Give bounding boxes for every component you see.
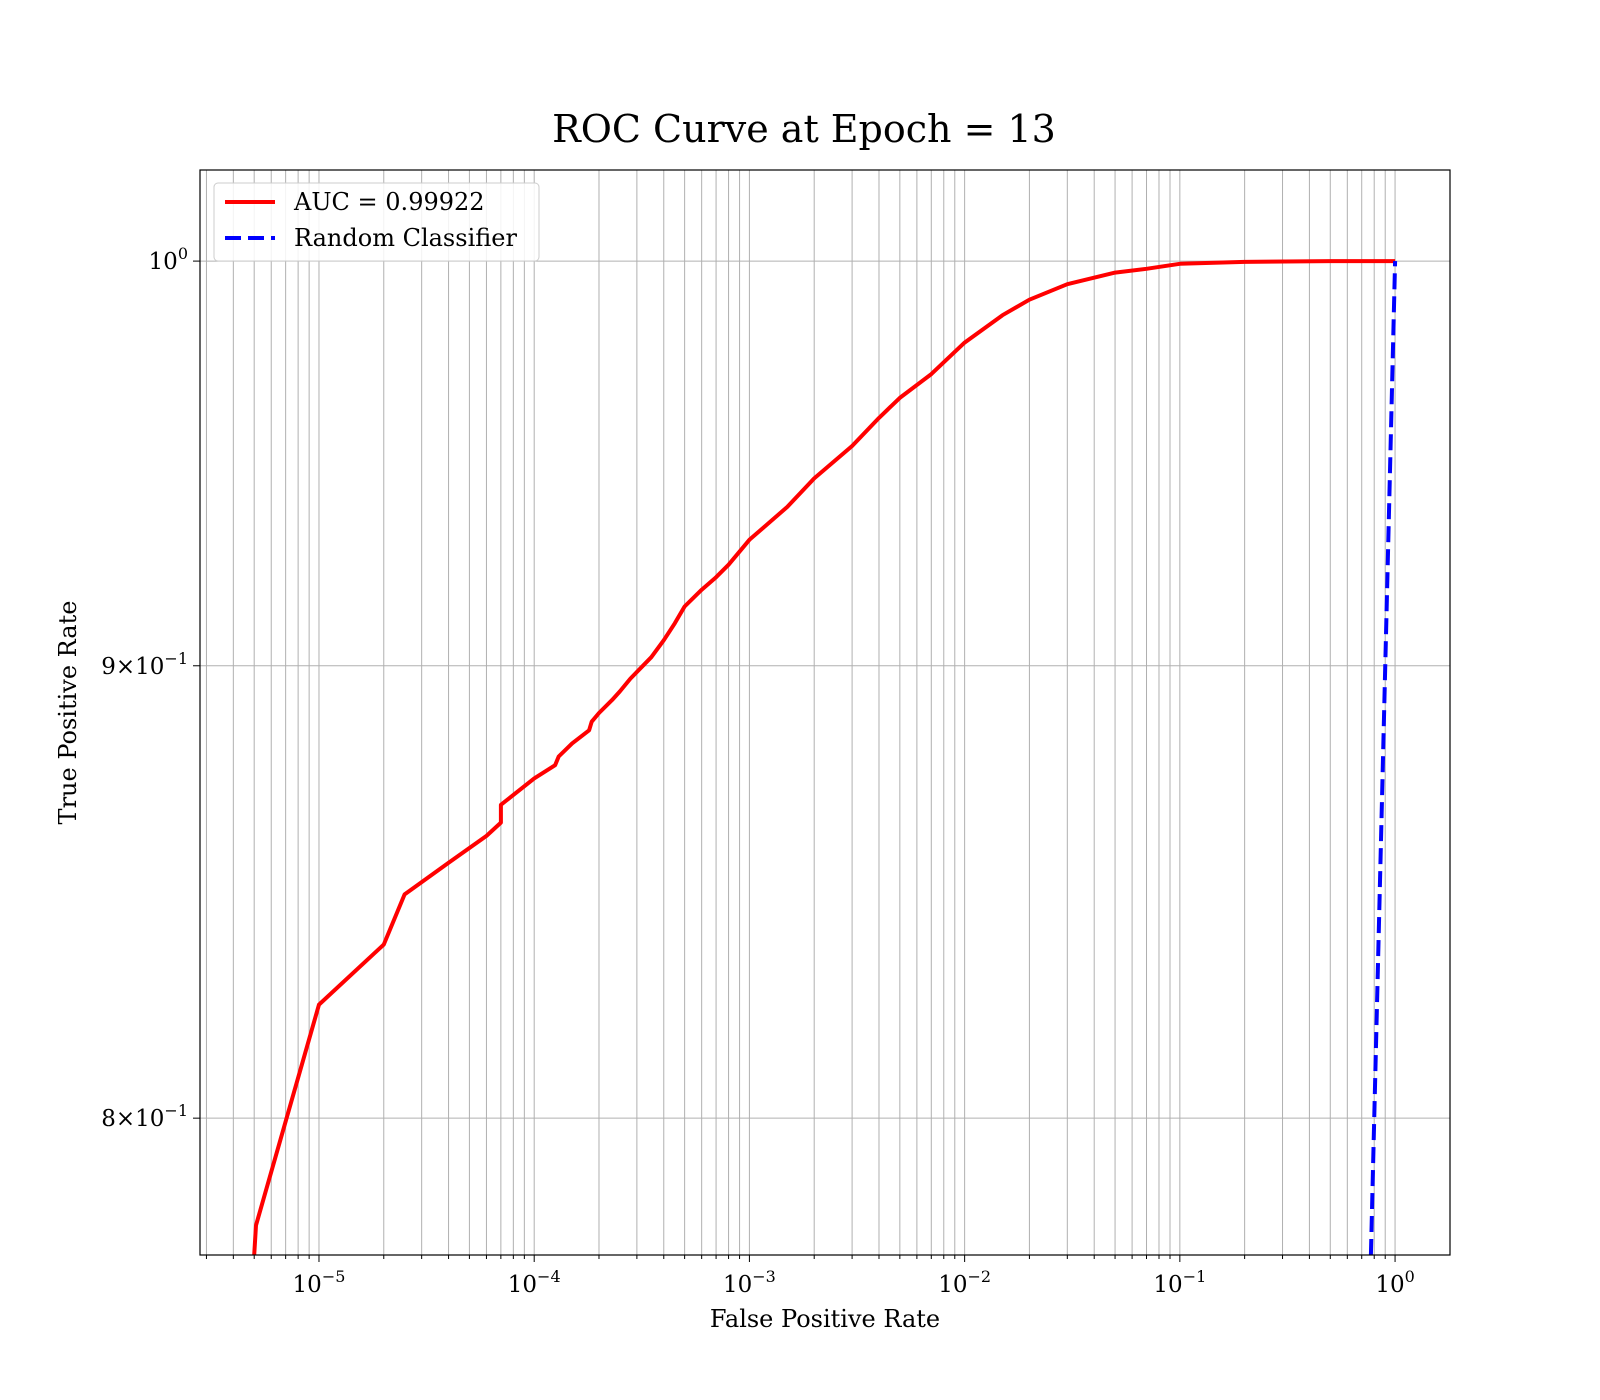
roc-curve-line	[252, 259, 1396, 1256]
x-tick-label: 10−4	[508, 1267, 561, 1298]
chart-title: ROC Curve at Epoch = 13	[552, 107, 1056, 151]
y-tick-label: 9×10−1	[101, 649, 188, 680]
x-axis-title: False Positive Rate	[710, 1305, 940, 1333]
legend-box	[213, 182, 540, 262]
series-layer	[252, 259, 1398, 1256]
x-tick-label: 10−3	[723, 1267, 776, 1298]
x-tick-label: 10−5	[293, 1267, 346, 1298]
x-tick-label: 100	[1375, 1267, 1414, 1298]
x-tick-label: 10−2	[938, 1267, 991, 1298]
legend-label-auc: AUC = 0.99922	[293, 188, 485, 216]
tick-layer: 10−5 10−4 10−3 10−2 10−1 100 100 9×10−1 8×10−1	[101, 244, 1415, 1298]
x-tick-label: 10−1	[1153, 1267, 1206, 1298]
random-classifier-line	[1368, 261, 1398, 1256]
legend-label-random-classifier: Random Classifier	[294, 224, 517, 252]
y-tick-label: 8×10−1	[101, 1101, 188, 1132]
y-axis-title: True Positive Rate	[54, 601, 82, 825]
y-tick-label: 100	[149, 244, 188, 275]
axes-frame	[199, 169, 1451, 1256]
grid	[200, 170, 1450, 1255]
legend: AUC = 0.99922 Random Classifier	[213, 182, 540, 262]
